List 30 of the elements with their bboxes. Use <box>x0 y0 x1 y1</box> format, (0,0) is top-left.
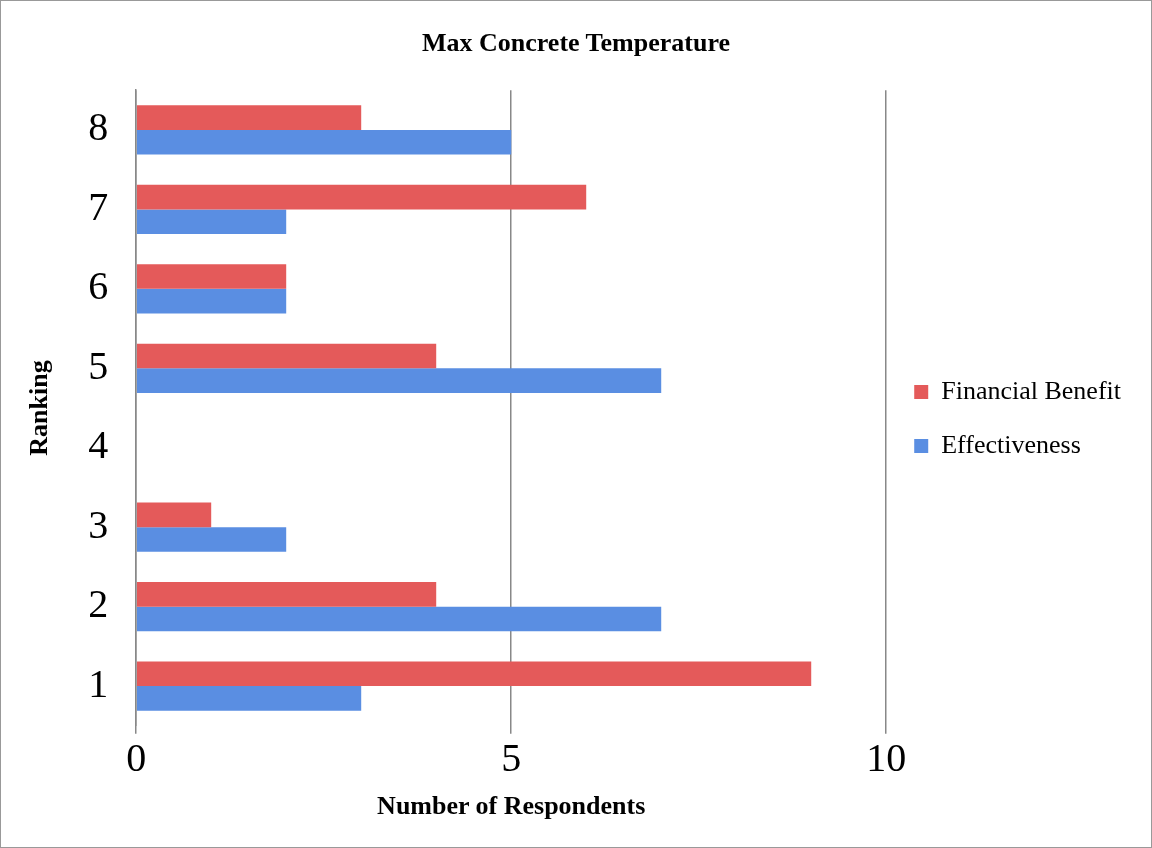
y-tick-label: 8 <box>88 104 109 150</box>
bar <box>136 288 287 314</box>
bar <box>136 527 287 552</box>
y-tick-label: 6 <box>88 263 109 309</box>
bar <box>136 686 362 711</box>
bar <box>136 129 512 155</box>
bar <box>136 582 437 607</box>
bar <box>136 184 587 210</box>
x-tick-label: 5 <box>501 735 522 781</box>
x-tick-label: 10 <box>866 735 907 781</box>
bar <box>136 502 212 528</box>
chart-title: Max Concrete Temperature <box>421 28 731 58</box>
x-tick-label: 0 <box>126 735 147 781</box>
y-tick-label: 3 <box>88 501 109 547</box>
y-tick-label: 1 <box>88 660 109 706</box>
bar <box>136 368 662 393</box>
legend-label: Effectiveness <box>941 429 1081 459</box>
x-axis-title: Number of Respondents <box>377 791 646 821</box>
y-tick-label: 2 <box>88 581 109 627</box>
bar <box>136 343 437 369</box>
bar <box>136 209 287 235</box>
y-tick-label: 4 <box>88 422 109 468</box>
y-axis-title: Ranking <box>24 360 54 456</box>
bar <box>136 661 812 687</box>
y-tick-label: 7 <box>88 183 109 229</box>
y-tick-label: 5 <box>88 342 109 388</box>
bar <box>136 105 362 130</box>
bar <box>136 264 287 289</box>
bar <box>136 606 662 632</box>
legend-label: Financial Benefit <box>941 375 1122 405</box>
